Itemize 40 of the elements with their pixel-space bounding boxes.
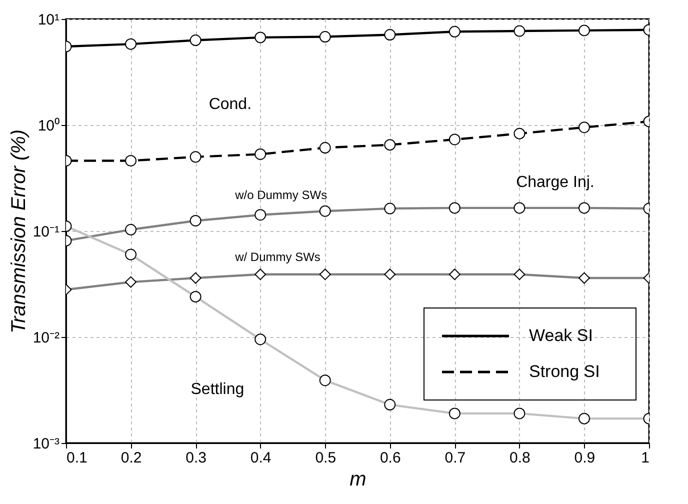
point (384, 29, 396, 40)
x-tick-label: 0.9 (574, 450, 596, 466)
y-tick-label: 10⁰ (38, 118, 60, 134)
point (319, 142, 331, 154)
point (125, 38, 137, 50)
x-tick-label: 0.1 (66, 450, 88, 466)
x-tick-label: 0.3 (186, 450, 206, 466)
legend-label: Strong SI (529, 362, 600, 381)
x-tick-label: 0.8 (510, 450, 530, 466)
x-tick-label: 0.5 (315, 450, 336, 466)
x-axis-title: m (350, 468, 366, 490)
point (254, 148, 266, 160)
point (448, 134, 460, 146)
point (514, 25, 526, 37)
y-tick-label: 10⁻¹ (32, 224, 60, 240)
point (125, 155, 137, 166)
annotation: Settling (190, 381, 244, 398)
x-tick-label: 0.7 (444, 450, 466, 466)
point (578, 24, 590, 36)
annotation: w/o Dummy SWs (234, 188, 328, 202)
x-tick-label: 0.4 (250, 450, 272, 466)
annotation: Cond. (208, 96, 252, 113)
x-tick-label: 0.2 (120, 450, 142, 466)
x-tick-label: 0.6 (380, 450, 401, 466)
point (319, 31, 331, 42)
y-tick-label: 10¹ (38, 12, 60, 28)
legend-label: Weak SI (529, 326, 593, 345)
annotation: w/ Dummy SWs (234, 250, 320, 264)
point (190, 34, 202, 46)
point (514, 128, 526, 140)
point (190, 151, 202, 163)
y-axis-title: Transmission Error (%) (8, 129, 30, 334)
annotation: Charge Inj. (516, 174, 594, 191)
point (384, 139, 396, 151)
y-tick-label: 10⁻² (32, 330, 60, 346)
point (578, 122, 590, 134)
y-tick-label: 10⁻³ (32, 436, 60, 452)
x-tick-label: 1 (641, 450, 650, 466)
point (448, 26, 460, 38)
point (254, 32, 266, 44)
